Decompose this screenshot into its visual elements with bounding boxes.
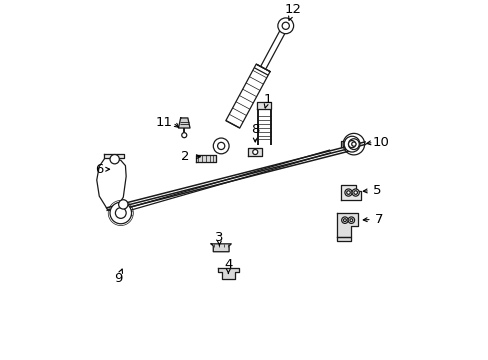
Circle shape [277, 18, 293, 34]
Text: 1: 1 [263, 93, 271, 106]
Text: 11: 11 [155, 116, 172, 129]
Polygon shape [336, 237, 351, 241]
Text: 2: 2 [181, 150, 189, 163]
Circle shape [343, 219, 346, 222]
Text: 4: 4 [224, 258, 232, 271]
Circle shape [347, 217, 354, 224]
Text: 8: 8 [250, 123, 259, 136]
Circle shape [353, 191, 357, 194]
Circle shape [252, 149, 257, 154]
Text: 6: 6 [95, 163, 103, 176]
Text: 10: 10 [371, 136, 388, 149]
Text: 3: 3 [215, 231, 223, 244]
Text: 5: 5 [372, 184, 381, 197]
Circle shape [110, 154, 119, 164]
Circle shape [348, 140, 355, 148]
Circle shape [348, 139, 359, 149]
Polygon shape [247, 148, 262, 156]
Polygon shape [211, 244, 231, 252]
Polygon shape [196, 155, 215, 162]
Text: 12: 12 [284, 3, 301, 16]
Polygon shape [257, 102, 271, 109]
Circle shape [351, 189, 359, 196]
Circle shape [213, 138, 228, 154]
Polygon shape [104, 154, 124, 158]
Text: 7: 7 [374, 213, 383, 226]
Circle shape [110, 202, 131, 224]
Polygon shape [178, 118, 190, 128]
Text: 9: 9 [114, 272, 122, 285]
Circle shape [282, 22, 289, 30]
Polygon shape [225, 64, 269, 128]
Circle shape [182, 133, 186, 138]
Circle shape [217, 142, 224, 149]
Circle shape [341, 217, 347, 224]
Circle shape [344, 136, 359, 152]
Polygon shape [341, 185, 360, 201]
Polygon shape [341, 141, 354, 147]
Circle shape [351, 142, 355, 146]
Circle shape [346, 191, 349, 194]
Circle shape [344, 189, 351, 196]
Circle shape [115, 208, 126, 219]
Polygon shape [336, 213, 357, 237]
Circle shape [119, 200, 128, 209]
Circle shape [349, 219, 352, 222]
Polygon shape [217, 268, 239, 279]
